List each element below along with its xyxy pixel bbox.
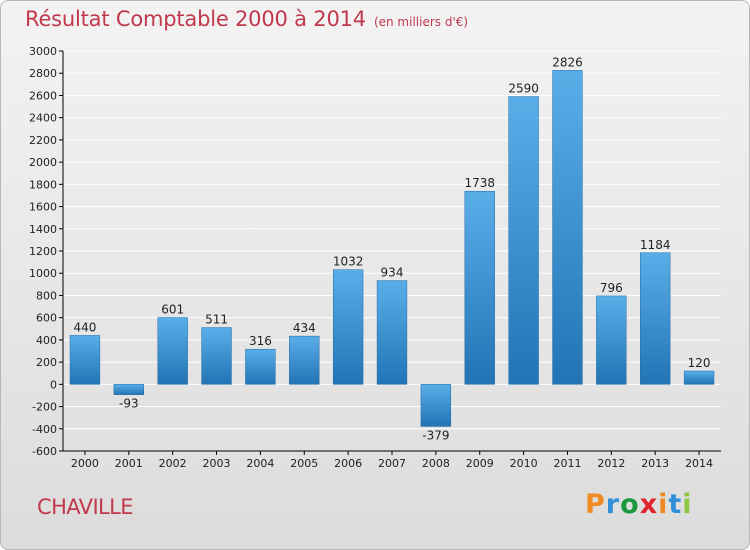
data-label: 316 [249,334,272,348]
y-tick-label: 1800 [29,178,57,191]
x-tick-label: 2009 [466,457,494,470]
logo-letter: x [639,489,659,520]
logo-letter: i [658,489,669,520]
bar [113,384,144,395]
chart-title-text: Résultat Comptable 2000 à 2014 [25,7,366,31]
y-tick-label: -600 [32,445,57,458]
commune-name: CHAVILLE [37,495,134,519]
x-tick-label: 2005 [290,457,318,470]
logo-letter: r [605,489,621,520]
bar [157,317,188,385]
y-tick-label: 1400 [29,223,57,236]
bar [201,327,232,385]
y-tick-label: 1200 [29,245,57,258]
y-tick-label: 0 [50,378,57,391]
y-tick-label: -200 [32,401,57,414]
y-tick-label: 800 [36,289,57,302]
y-tick-label: 400 [36,334,57,347]
x-tick-label: 2004 [246,457,274,470]
logo-letter: o [620,489,640,520]
x-tick-label: 2011 [553,457,581,470]
bar [640,252,671,385]
x-tick-label: 2012 [597,457,625,470]
data-label: -93 [119,397,139,411]
bar [69,335,101,385]
proxiti-logo: Proxiti [585,489,693,520]
data-label: 2826 [552,55,583,69]
bar [289,335,320,385]
x-tick-label: 2008 [422,457,450,470]
data-label: 796 [600,281,623,295]
bar [508,96,539,385]
bar [552,70,583,385]
data-label: 601 [161,303,184,317]
x-tick-label: 2007 [378,457,406,470]
data-label: 120 [688,356,711,370]
y-tick-label: 2800 [29,67,57,80]
data-label: -379 [422,428,449,442]
data-label: 934 [381,266,404,280]
x-tick-label: 2006 [334,457,362,470]
chart-title: Résultat Comptable 2000 à 2014 (en millie… [25,7,468,31]
y-tick-label: 2200 [29,134,57,147]
data-label: 1738 [464,176,495,190]
x-tick-label: 2003 [203,457,231,470]
logo-letter: P [585,489,606,520]
data-label: 511 [205,313,228,327]
x-tick-label: 2000 [71,457,99,470]
x-tick-label: 2013 [641,457,669,470]
logo-letter: i [682,489,693,520]
bar [464,190,495,385]
data-label: 434 [293,321,316,335]
data-label: 1184 [640,238,671,252]
x-tick-label: 2001 [115,457,143,470]
y-tick-label: -400 [32,423,57,436]
data-label: 2590 [508,82,539,96]
y-tick-label: 3000 [29,45,57,58]
x-tick-label: 2014 [685,457,713,470]
bar [332,269,364,385]
y-tick-label: 1600 [29,201,57,214]
y-tick-label: 2600 [29,89,57,102]
y-tick-label: 200 [36,356,57,369]
y-tick-label: 600 [36,312,57,325]
logo-letter: t [668,489,683,520]
data-label: 440 [73,320,96,334]
bar [596,295,627,385]
data-label: 1032 [333,255,364,269]
y-tick-label: 2000 [29,156,57,169]
x-tick-label: 2010 [510,457,538,470]
y-tick-label: 1000 [29,267,57,280]
chart-subtitle: (en milliers d'€) [373,15,469,29]
bar [420,384,452,427]
x-tick-label: 2002 [159,457,187,470]
bar [376,280,408,385]
bar [245,348,276,385]
bar [683,370,715,385]
y-tick-label: 2400 [29,112,57,125]
